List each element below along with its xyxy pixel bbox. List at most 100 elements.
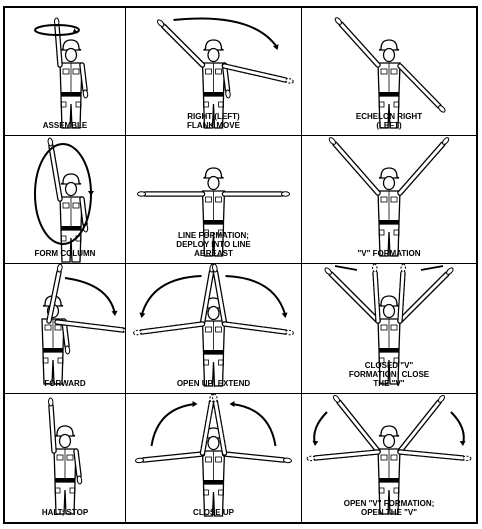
cell-form-column: FORM COLUMN	[5, 136, 126, 264]
belt	[203, 220, 224, 224]
belt	[54, 478, 76, 482]
arm-left-extended-dashed-fill	[313, 450, 380, 460]
arrowhead	[72, 28, 78, 35]
arrowhead	[272, 44, 279, 50]
raised-arm-fill	[55, 24, 62, 67]
cargo-pocket-left	[203, 229, 209, 236]
soldier-figure-echelon	[334, 17, 446, 129]
cargo-pocket-left	[203, 489, 209, 496]
left-pocket	[380, 454, 388, 461]
helmet	[378, 39, 400, 51]
left-pocket	[62, 68, 70, 75]
raised-arm-fill	[162, 24, 204, 67]
arrowhead	[88, 191, 94, 196]
right-pocket	[390, 196, 398, 203]
head	[207, 47, 220, 63]
head	[207, 175, 220, 191]
helmet	[378, 425, 400, 437]
arm-right-raised-fill	[398, 142, 445, 195]
cargo-pocket-right	[218, 229, 224, 236]
raised-arm-fill	[47, 270, 61, 323]
soldier-figure-closed-v	[324, 264, 454, 385]
head	[207, 435, 220, 451]
arm-right-extended-dashed-fill	[223, 322, 287, 334]
lowered-diagonal-arm-fill	[398, 64, 441, 108]
cargo-pocket-left	[378, 229, 385, 236]
cargo-pocket-left	[203, 359, 209, 366]
right-pocket	[215, 326, 222, 333]
right-pocket	[390, 454, 398, 461]
arm-left-raised-hand	[324, 267, 332, 275]
right-arrowhead	[459, 440, 466, 446]
arm-left-raised-fill	[333, 142, 380, 195]
arm-left-raised-hand	[328, 137, 336, 145]
cell-echelon-right-left: ECHELON RIGHT (LEFT)	[302, 8, 476, 136]
cell-forward: FORWARD	[5, 264, 126, 394]
cell-closed-v-formation: CLOSED "V" FORMATION; CLOSE THE "V"	[302, 264, 476, 394]
cargo-pocket-right	[218, 489, 224, 496]
cell-halt-stop: HALT; STOP	[5, 394, 126, 522]
left-pocket	[205, 196, 212, 203]
signal-label: CLOSED "V" FORMATION; CLOSE THE "V"	[348, 361, 430, 388]
belt	[203, 350, 224, 354]
left-arc-arrow	[140, 275, 202, 317]
arm-right-extended-hand	[281, 191, 290, 197]
left-pocket	[205, 68, 212, 75]
head	[58, 433, 72, 449]
raised-arm-fill	[49, 404, 56, 453]
signal-label: RIGHT (LEFT) FLANK MOVE	[187, 112, 240, 130]
cargo-pocket-left	[203, 101, 209, 108]
helmet	[203, 167, 224, 179]
flank-arc-arrow	[173, 17, 279, 49]
cell-v-formation: "V" FORMATION	[302, 136, 476, 264]
cell-line-formation: LINE FORMATION; DEPLOY INTO LINE ABREAST	[126, 136, 302, 264]
cell-assemble: ASSEMBLE	[5, 8, 126, 136]
soldier-figure-v-formation	[328, 137, 450, 257]
signal-label: OPEN "V" FORMATION; OPEN THE "V"	[343, 499, 435, 517]
signal-label: FORWARD	[44, 379, 86, 388]
arm-right-raised-hand	[442, 137, 450, 145]
circle-motion-arrow	[34, 24, 80, 36]
left-pocket	[380, 196, 388, 203]
forward-arc-arrow	[64, 277, 116, 315]
helmet	[378, 295, 400, 307]
head	[382, 433, 396, 449]
raised-arm-hand	[156, 19, 165, 27]
cargo-pocket-left	[378, 487, 385, 494]
left-pocket	[380, 68, 388, 75]
right-arrowhead	[229, 401, 235, 407]
arm-left-raised-fill	[201, 270, 213, 325]
signal-label: HALT; STOP	[41, 508, 89, 517]
arm-right-raised-fill	[398, 400, 441, 453]
left-arrowhead	[139, 312, 146, 318]
right-pocket	[215, 456, 222, 463]
belt	[60, 226, 82, 230]
left-arc-arrow	[313, 411, 328, 445]
arm-right-raised-fill	[214, 270, 226, 325]
lowered-arm-fill	[223, 63, 229, 92]
arm-right-extended-hand	[282, 457, 292, 464]
moved-arm-dashed-fill	[223, 64, 287, 82]
arm-left-raised-dashed-fill	[201, 400, 213, 455]
arm-right-extended-dashed-hand	[462, 455, 472, 462]
right-arc-arrow	[450, 411, 465, 445]
right-arc-arrow	[231, 403, 277, 447]
belt	[203, 92, 224, 96]
cargo-pocket-right	[57, 357, 64, 364]
cell-open-up-extend: OPEN UP; EXTEND	[126, 264, 302, 394]
signal-label: LINE FORMATION; DEPLOY INTO LINE ABREAST	[176, 231, 251, 258]
signal-label: ECHELON RIGHT (LEFT)	[355, 112, 423, 130]
head	[382, 175, 396, 191]
cargo-pocket-left	[60, 101, 67, 108]
left-double-arrow	[334, 265, 358, 271]
helmet	[54, 425, 76, 437]
cargo-pocket-right	[69, 487, 76, 494]
lowered-arm-left-fill	[74, 449, 81, 478]
cargo-pocket-left	[60, 235, 67, 242]
hand-signal-chart: ASSEMBLE RIGHT (LEFT) FLANK MOVE ECHELON…	[3, 6, 478, 524]
arm-right-extended-dashed-hand	[284, 329, 294, 336]
cargo-pocket-left	[378, 357, 385, 364]
lowered-arm-left-hand	[64, 345, 71, 355]
left-pocket	[380, 324, 388, 331]
signal-label: "V" FORMATION	[357, 249, 421, 258]
